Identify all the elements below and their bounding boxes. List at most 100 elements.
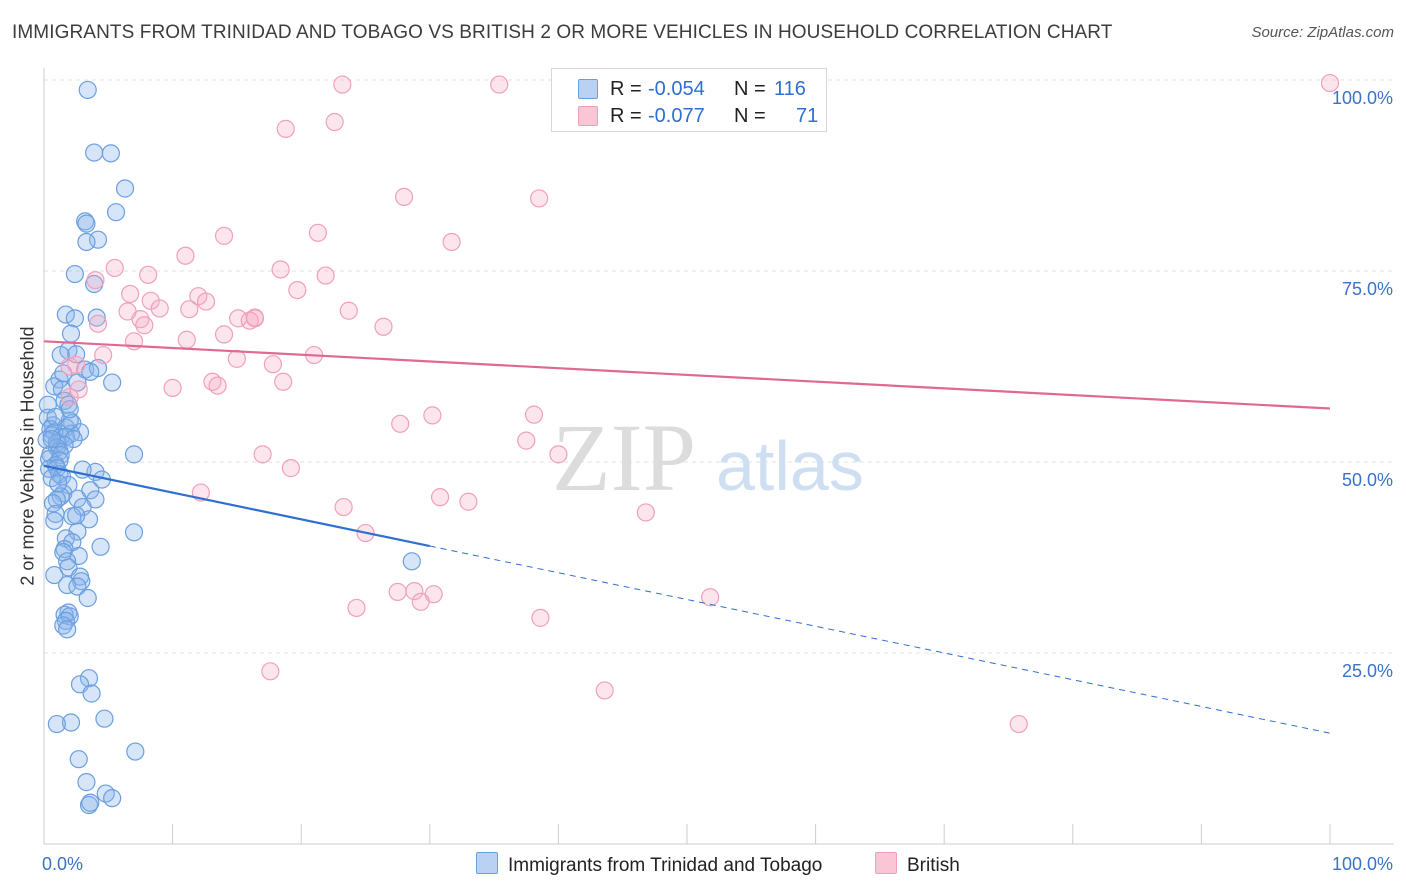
series-name-trinidad: Immigrants from Trinidad and Tobago [508,855,823,876]
british-point [208,376,227,395]
british-point [549,445,568,464]
british-point [430,488,450,507]
british-point [88,314,108,333]
british-point [263,355,283,374]
british-point [595,681,614,700]
trinidad-point [58,552,77,571]
legend-r-label: R = [610,78,642,100]
british-point [121,284,140,304]
british-point [240,311,259,330]
british-point [394,187,414,206]
trinidad-point [70,423,90,442]
british-point [163,378,182,397]
british-point [423,406,442,425]
british-point [388,582,407,601]
british-point [60,357,79,376]
trinidad-point [69,546,88,566]
trinidad-point [77,214,96,233]
trinidad-point [106,203,126,222]
british-point [135,316,154,335]
british-point [490,75,509,94]
watermark-atlas: atlas [716,427,864,505]
trinidad-point [126,742,145,761]
series-trinidad-points [37,80,421,815]
trinidad-point [124,445,144,464]
trinidad-point [69,750,88,769]
trinidad-point [37,430,56,449]
series-swatch-trinidad [476,852,498,874]
series-legend-trinidad: Immigrants from Trinidad and Tobago [476,852,822,877]
trinidad-point [58,620,77,639]
british-point [347,598,366,618]
british-point [227,349,246,368]
trinidad-point [68,373,87,392]
trinidad-point [77,232,96,252]
legend-n-label: N = [734,78,766,100]
legend-n-value: 71 [796,105,819,127]
british-point [288,281,307,300]
watermark: ZIP atlas [552,404,864,511]
british-point [271,260,290,279]
british-point [94,345,113,365]
trinidad-point [85,143,104,162]
legend-swatch-trinidad [578,79,598,99]
british-point [325,112,344,132]
trinidad-point [78,80,97,100]
trinidad-point [45,565,64,585]
trinidad-point [43,494,63,513]
british-point [308,223,328,242]
trinidad-point [78,588,97,608]
british-point [177,330,196,349]
tick-labels: 25.0% 50.0% 75.0% 100.0% 0.0% 100.0% [42,88,1393,874]
legend-r-value: -0.077 [648,105,705,127]
trinidad-point [45,511,64,530]
trinidad-trend-extension [429,545,1331,734]
british-point [1320,73,1340,93]
y-tick-label: 75.0% [1342,279,1393,299]
trinidad-point [91,537,110,556]
british-point [333,75,352,94]
trinidad-point [101,144,120,163]
trinidad-point [54,364,73,383]
correlation-legend: R = -0.054 N = 116 R = -0.077 N = 71 [551,68,827,132]
trinidad-point [77,773,96,792]
british-point [411,592,430,611]
legend-swatch-british [578,106,598,126]
y-tick-label: 25.0% [1342,661,1393,681]
british-point [60,387,79,407]
trinidad-point [67,506,86,525]
trend-lines [43,340,1331,734]
british-trend-line [43,340,1331,410]
british-point [214,325,234,344]
trinidad-point [95,709,114,728]
trinidad-point [61,713,81,732]
series-british-points [60,73,1340,734]
british-point [196,292,216,311]
source-label: Source: ZipAtlas.com [1251,24,1394,41]
british-point [374,317,393,336]
british-point [105,258,124,278]
trinidad-point [402,552,421,571]
british-point [531,608,550,627]
british-point [180,300,199,319]
trinidad-point [68,577,87,596]
trinidad-point [115,179,135,198]
trinidad-trend-line [43,464,431,548]
legend-n-label: N = [734,105,766,127]
trinidad-point [124,523,144,542]
trinidad-point [103,789,122,808]
british-point [442,232,461,252]
trinidad-point [68,522,87,541]
y-tick-label: 50.0% [1342,470,1393,490]
trinidad-point [88,230,108,249]
british-point [636,503,655,522]
british-point [530,189,549,208]
trinidad-point [47,714,66,734]
british-point [253,445,272,464]
british-point [339,301,358,320]
trinidad-point [46,407,65,427]
british-point [150,299,169,318]
british-point [334,497,353,517]
trinidad-point [87,308,106,327]
